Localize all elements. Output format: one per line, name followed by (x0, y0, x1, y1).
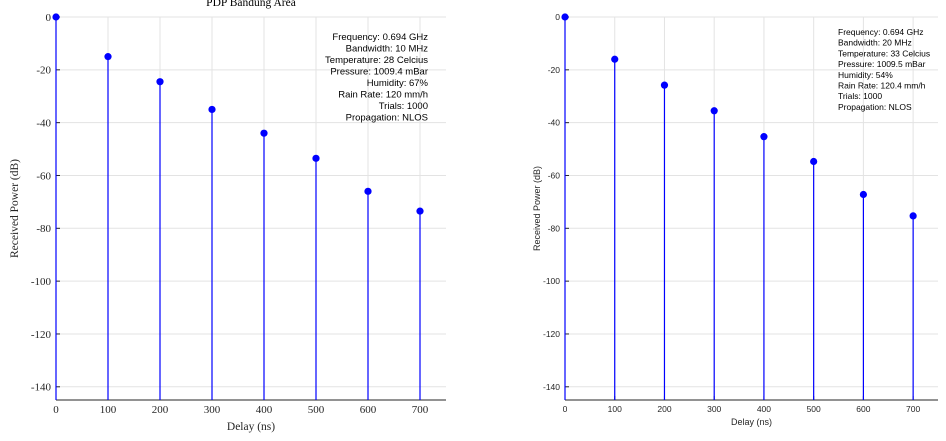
annotation-line: Pressure: 1009.5 mBar (838, 59, 926, 69)
annotation-line: Rain Rate: 120 mm/h (338, 90, 428, 101)
x-tick-label: 300 (707, 404, 721, 414)
x-tick-label: 200 (152, 404, 169, 416)
y-axis-label: Received Power (dB) (9, 159, 21, 258)
x-axis-label: Delay (ns) (731, 417, 772, 427)
y-tick-label: -140 (31, 382, 52, 394)
annotation-line: Pressure: 1009.4 mBar (330, 67, 428, 78)
annotation-line: Temperature: 33 Celcius (838, 48, 930, 58)
annotation-line: Temperature: 28 Celcius (325, 55, 428, 66)
y-tick-label: 0 (46, 12, 52, 24)
x-tick-label: 500 (807, 404, 821, 414)
stem-marker (52, 13, 60, 21)
x-tick-label: 100 (608, 404, 622, 414)
x-tick-label: 200 (657, 404, 671, 414)
y-tick-label: -20 (548, 65, 561, 75)
x-tick-label: 700 (412, 404, 429, 416)
stem-marker (710, 107, 718, 115)
stem-marker (561, 13, 569, 21)
x-tick-label: 0 (53, 404, 59, 416)
y-tick-label: -60 (548, 170, 561, 180)
annotation-line: Trials: 1000 (379, 101, 428, 112)
stem-marker (260, 129, 268, 137)
stem-marker (859, 190, 868, 199)
y-tick-label: -80 (36, 223, 51, 235)
y-tick-label: -100 (543, 276, 560, 286)
chart-title: PDP Bandung Area (206, 0, 296, 9)
y-tick-label: -80 (548, 223, 561, 233)
chart-1: 0 100 200 300 400 500 600 700 0 -20 -40 -60 -80 -100 -… (9, 0, 446, 433)
y-tick-label: -100 (31, 276, 52, 288)
annotation-line: Humidity: 67% (367, 78, 429, 89)
x-tick-label: 400 (757, 404, 771, 414)
y-tick-label: -120 (543, 329, 560, 339)
stem-marker (156, 78, 164, 86)
y-tick-label: 0 (555, 12, 560, 22)
stem-marker (364, 187, 372, 195)
stem-marker (810, 157, 818, 166)
annotation-line: Bandwidth: 10 MHz (346, 44, 429, 55)
x-tick-label: 500 (308, 404, 325, 416)
x-tick-label: 400 (256, 404, 273, 416)
y-tick-label: -120 (31, 329, 52, 341)
plot-area (565, 17, 938, 400)
y-axis-label: Received Power (dB) (532, 166, 542, 251)
annotation-line: Propagation: NLOS (346, 113, 428, 124)
stem-marker (312, 154, 320, 162)
stem-marker (416, 207, 424, 215)
y-tick-label: -20 (36, 65, 51, 77)
x-tick-label: 600 (856, 404, 870, 414)
annotation-line: Frequency: 0.694 GHz (838, 27, 924, 37)
annotation-line: Rain Rate: 120.4 mm/h (838, 81, 926, 91)
stem-marker (611, 55, 619, 63)
stem-marker (909, 212, 917, 220)
x-axis-label: Delay (ns) (227, 421, 275, 433)
y-tick-label: -60 (36, 170, 51, 182)
x-tick-label: 700 (906, 404, 920, 414)
x-tick-label: 600 (360, 404, 377, 416)
stem-marker (104, 53, 112, 61)
x-tick-label: 0 (563, 404, 568, 414)
y-tick-label: -140 (543, 382, 560, 392)
annotation-line: Bandwidth: 20 MHz (838, 38, 912, 48)
x-tick-label: 300 (204, 404, 221, 416)
y-tick-label: -40 (548, 118, 561, 128)
annotation-line: Trials: 1000 (838, 91, 882, 101)
plot-area (56, 17, 446, 400)
annotation-line: Frequency: 0.694 GHz (332, 32, 428, 43)
annotation-line: Propagation: NLOS (838, 102, 912, 112)
annotation-line: Humidity: 54% (838, 70, 893, 80)
stem-marker (660, 81, 669, 89)
chart-2: 0 100 200 300 400 500 600 700 0 -20 -40 -60 -80 -100 -… (532, 12, 938, 427)
x-tick-label: 100 (100, 404, 117, 416)
y-tick-label: -40 (36, 118, 51, 130)
stem-marker (760, 133, 768, 141)
stem-marker (208, 105, 216, 114)
